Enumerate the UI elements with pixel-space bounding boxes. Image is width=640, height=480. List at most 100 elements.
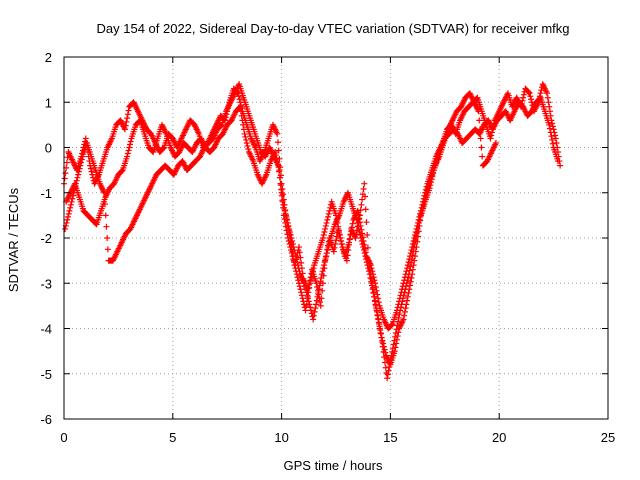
data-point bbox=[492, 139, 499, 146]
data-point bbox=[302, 283, 309, 290]
data-point bbox=[310, 312, 317, 319]
data-point bbox=[405, 290, 412, 297]
data-point bbox=[381, 359, 388, 366]
data-point bbox=[218, 122, 225, 129]
data-point bbox=[323, 219, 330, 226]
data-point bbox=[349, 220, 356, 227]
data-point bbox=[296, 280, 303, 287]
data-point bbox=[370, 274, 377, 281]
data-point bbox=[326, 241, 333, 248]
data-point bbox=[276, 168, 283, 175]
data-point bbox=[402, 283, 409, 290]
data-point bbox=[384, 371, 391, 378]
data-point bbox=[545, 99, 552, 106]
data-point bbox=[373, 308, 380, 315]
data-point bbox=[62, 225, 69, 232]
data-point bbox=[410, 244, 417, 251]
data-point bbox=[290, 244, 297, 251]
x-tick-label: 20 bbox=[492, 430, 506, 445]
data-point bbox=[278, 192, 285, 199]
data-point bbox=[126, 144, 133, 151]
data-point bbox=[241, 130, 248, 137]
data-point bbox=[420, 201, 427, 208]
data-point bbox=[274, 139, 281, 146]
y-tick-label: 2 bbox=[45, 50, 52, 65]
data-point bbox=[360, 185, 367, 192]
data-point bbox=[121, 126, 128, 133]
data-point bbox=[291, 247, 298, 254]
data-point bbox=[74, 174, 81, 181]
data-point bbox=[389, 348, 396, 355]
data-point bbox=[376, 325, 383, 332]
data-point bbox=[479, 153, 486, 160]
data-point bbox=[368, 278, 375, 285]
data-point bbox=[63, 159, 70, 166]
data-point bbox=[69, 195, 76, 202]
x-tick-label: 10 bbox=[274, 430, 288, 445]
data-point bbox=[326, 207, 333, 214]
data-point bbox=[238, 112, 245, 119]
data-point bbox=[403, 268, 410, 275]
data-point bbox=[326, 238, 333, 245]
y-tick-label: -4 bbox=[40, 322, 52, 337]
data-point bbox=[242, 133, 249, 140]
data-point bbox=[298, 289, 305, 296]
data-point bbox=[397, 307, 404, 314]
data-point bbox=[368, 282, 375, 289]
data-point bbox=[364, 244, 371, 251]
data-point bbox=[358, 238, 365, 245]
data-point bbox=[243, 139, 250, 146]
data-point bbox=[544, 90, 551, 97]
data-point bbox=[552, 135, 559, 142]
data-point bbox=[78, 156, 85, 163]
data-point bbox=[520, 91, 527, 98]
data-point bbox=[245, 146, 252, 153]
data-point bbox=[408, 259, 415, 266]
data-point bbox=[61, 175, 68, 182]
data-point bbox=[546, 108, 553, 115]
data-point bbox=[366, 268, 373, 275]
data-point bbox=[401, 289, 408, 296]
data-point bbox=[316, 282, 323, 289]
data-point bbox=[384, 375, 391, 382]
data-point bbox=[102, 212, 109, 219]
data-point bbox=[160, 145, 167, 152]
data-point bbox=[476, 126, 483, 133]
data-point bbox=[103, 223, 110, 230]
data-point bbox=[346, 235, 353, 242]
data-point bbox=[392, 333, 399, 340]
data-point bbox=[313, 301, 320, 308]
data-point bbox=[296, 283, 303, 290]
data-point bbox=[240, 121, 247, 128]
data-point bbox=[330, 248, 337, 255]
data-point bbox=[526, 90, 533, 97]
data-point bbox=[391, 337, 398, 344]
data-point bbox=[401, 308, 408, 315]
data-point bbox=[413, 233, 420, 240]
data-point bbox=[362, 193, 369, 200]
data-point bbox=[355, 225, 362, 232]
data-point bbox=[387, 360, 394, 367]
data-point bbox=[411, 241, 418, 248]
data-point bbox=[550, 126, 557, 133]
data-point bbox=[371, 293, 378, 300]
data-point bbox=[338, 241, 345, 248]
data-point bbox=[82, 135, 89, 142]
data-point bbox=[64, 216, 71, 223]
data-point bbox=[393, 326, 400, 333]
data-point bbox=[528, 96, 535, 103]
data-point bbox=[71, 186, 78, 193]
data-point bbox=[323, 250, 330, 257]
data-point bbox=[416, 216, 423, 223]
data-point bbox=[124, 115, 131, 122]
y-tick-label: -6 bbox=[40, 412, 52, 427]
y-tick-label: -3 bbox=[40, 276, 52, 291]
data-point bbox=[304, 292, 311, 299]
data-points bbox=[61, 81, 564, 382]
data-point bbox=[418, 207, 425, 214]
y-axis-label: SDTVAR / TECUs bbox=[6, 187, 21, 292]
data-point bbox=[309, 268, 316, 275]
data-point bbox=[124, 150, 131, 157]
data-point bbox=[405, 274, 412, 281]
